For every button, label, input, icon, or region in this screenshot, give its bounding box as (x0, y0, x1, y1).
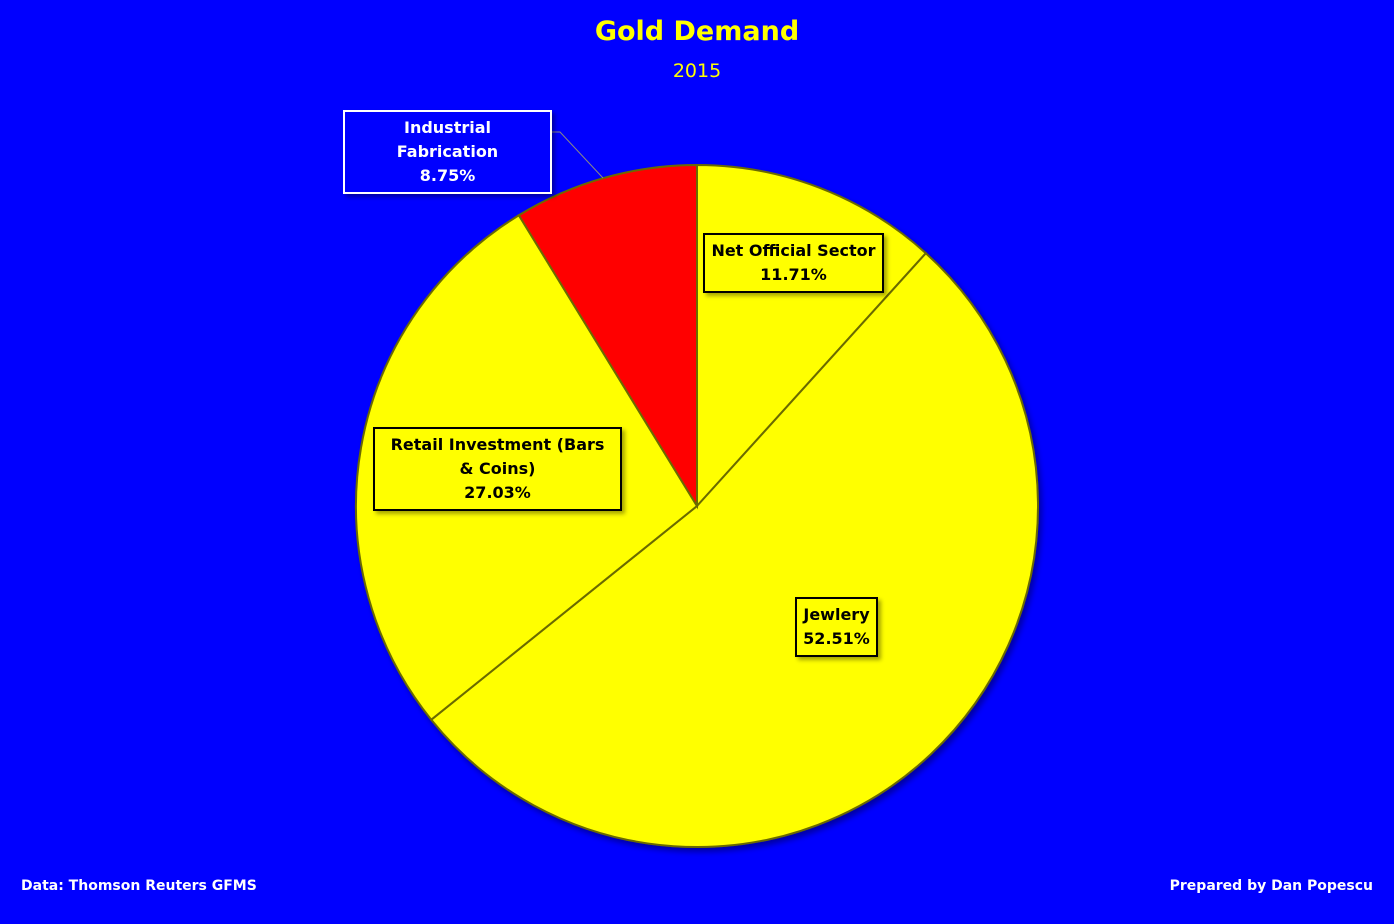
source-note: Data: Thomson Reuters GFMS (21, 878, 257, 894)
label-name: Industrial Fabrication (396, 118, 499, 161)
label-value: 52.51% (803, 629, 870, 648)
pie-slice-jewlery (429, 251, 1039, 849)
chart-title: Gold Demand (594, 16, 800, 47)
label-name: Retail Investment (Bars & Coins) (390, 435, 605, 478)
chart-subtitle: 2015 (672, 60, 722, 82)
label-name: Jewlery (803, 605, 870, 624)
label-name: Net Official Sector (711, 241, 876, 260)
data-label-retail-investment: Retail Investment (Bars & Coins) 27.03% (373, 427, 622, 511)
label-value: 27.03% (464, 483, 531, 502)
credit-note: Prepared by Dan Popescu (1169, 878, 1373, 894)
pie-slice-industrial-fabrication (517, 163, 698, 510)
label-value: 8.75% (419, 166, 476, 185)
leader-line (551, 131, 604, 179)
label-value: 11.71% (760, 265, 827, 284)
data-label-net-official-sector: Net Official Sector 11.71% (703, 233, 884, 293)
data-label-jewlery: Jewlery 52.51% (795, 597, 878, 657)
data-label-industrial-fabrication: Industrial Fabrication 8.75% (343, 110, 552, 194)
